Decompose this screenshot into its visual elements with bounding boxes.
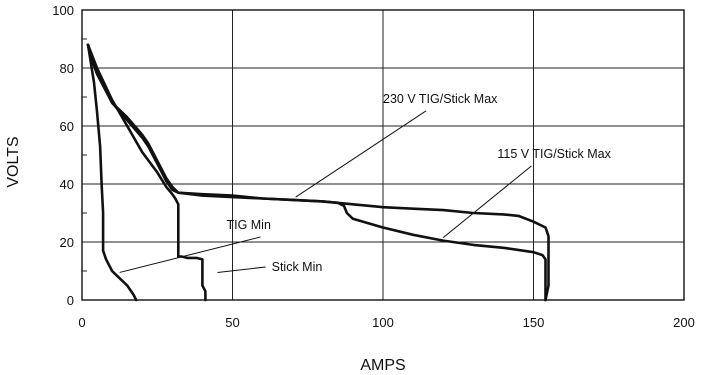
series-line-stick-min: [86, 43, 207, 302]
x-tick-label: 200: [673, 315, 695, 330]
annotation-leader-115-v-tig-stick-max: [442, 165, 532, 239]
series-line-115-v-tig-stick-max: [86, 43, 547, 302]
annotation-leader-stick-min: [217, 266, 266, 273]
y-tick-label: 0: [67, 293, 74, 308]
series-line-tig-min: [86, 43, 138, 302]
x-tick-label: 50: [225, 315, 239, 330]
annotation-leader-230-v-tig-stick-max: [295, 110, 427, 198]
x-tick-label: 150: [523, 315, 545, 330]
series-lines: [86, 43, 550, 302]
annotation-leader-tig-min: [119, 236, 261, 273]
annotation-label-stick-min: Stick Min: [272, 260, 323, 274]
y-tick-label: 20: [60, 235, 74, 250]
y-tick-label: 40: [60, 177, 74, 192]
y-tick-label: 60: [60, 119, 74, 134]
annotation-label-115-v-tig-stick-max: 115 V TIG/Stick Max: [497, 147, 611, 161]
x-tick-label: 0: [78, 315, 85, 330]
annotations: 230 V TIG/Stick Max 115 V TIG/Stick Max TI…: [119, 92, 612, 274]
y-tick-label: 100: [52, 3, 74, 18]
annotation-label-tig-min: TIG Min: [226, 218, 270, 232]
annotation-label-230-v-tig-stick-max: 230 V TIG/Stick Max: [383, 92, 498, 106]
y-axis-title: VOLTS: [5, 136, 22, 187]
y-tick-label: 80: [60, 61, 74, 76]
x-axis-title: AMPS: [360, 357, 405, 374]
x-tick-label: 100: [372, 315, 394, 330]
grid: [82, 10, 684, 300]
plot-frame: [81, 9, 685, 301]
tick-labels: 0 50 100 150 200 0 20 40 60 80 100: [52, 3, 695, 330]
